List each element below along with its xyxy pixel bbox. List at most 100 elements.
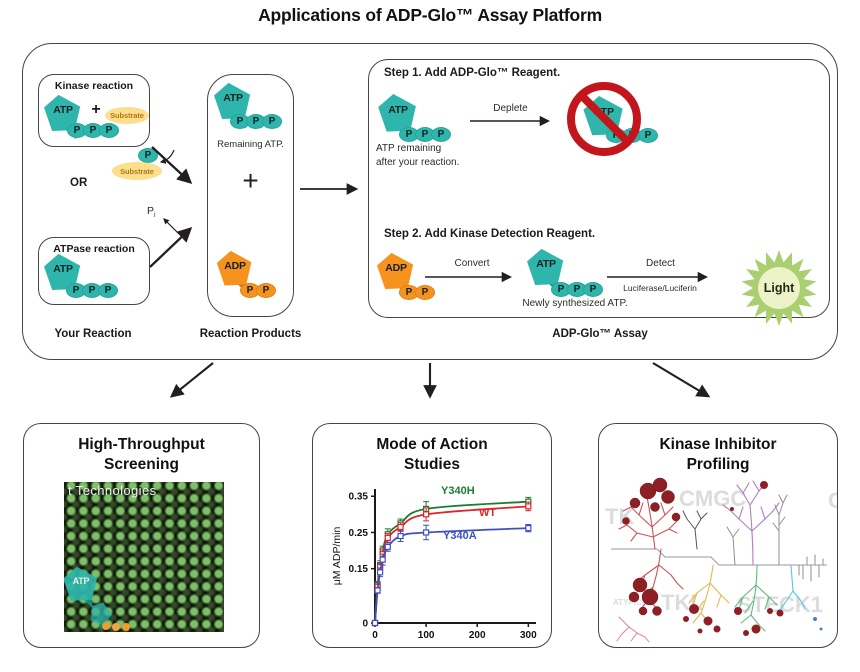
products-adp-molecule: ADP	[216, 250, 254, 295]
atpase-phosphate-chain: P P P	[66, 283, 118, 298]
prohibition-icon	[567, 82, 641, 156]
arrow-to-profiling-panel	[652, 362, 711, 398]
phosphate-icon: P	[399, 127, 419, 142]
convert-label: Convert	[454, 258, 490, 269]
svg-text:300: 300	[520, 630, 537, 641]
kinase-reaction-title: Kinase reaction	[54, 80, 134, 92]
kinome-tree	[611, 477, 827, 643]
hts-watermark: t Technologies	[68, 483, 157, 498]
bg-label-cmgc: CMGC	[679, 486, 747, 511]
step2-title: Step 2. Add Kinase Detection Reagent.	[384, 228, 596, 240]
adp-label: ADP	[385, 262, 407, 275]
step1-caption-line2: after your reaction.	[376, 156, 460, 168]
svg-text:200: 200	[469, 630, 486, 641]
atp-label: ATP	[53, 104, 73, 117]
light-label: Light	[763, 281, 795, 295]
products-atp-phosphate-chain: P P P	[230, 114, 282, 129]
phosphate-icon: P	[82, 283, 102, 298]
profiling-title: Kinase Inhibitor Profiling	[599, 435, 837, 475]
adp-glo-assay-label: ADP-Glo™ Assay	[552, 328, 648, 340]
atpase-atp-molecule: ATP	[43, 253, 83, 300]
phosphate-icon: P	[583, 282, 603, 297]
hts-plate-image: t Technologies ATP	[64, 482, 224, 632]
phosphate-icon: P	[67, 123, 87, 138]
atp-label: ATP	[388, 103, 408, 116]
phosphate-icon: P	[99, 123, 119, 138]
deplete-label: Deplete	[493, 103, 528, 114]
atpase-reaction-title: ATPase reaction	[53, 243, 135, 255]
arrow-to-hts-panel	[169, 362, 214, 398]
page-title: Applications of ADP-Glo™ Assay Platform	[258, 5, 602, 25]
step1-phosphate-chain: P P P	[399, 127, 451, 142]
kinase-phosphate-chain: P P P	[67, 123, 119, 138]
phosphate-icon: P	[246, 114, 266, 129]
atp-label: ATP	[536, 258, 556, 271]
pi-label: Pi	[147, 205, 156, 219]
hts-title: High-Throughput Screening	[24, 435, 259, 475]
phosphate-icon: P	[262, 114, 282, 129]
step1-caption-line1: ATP remaining	[376, 143, 442, 154]
remaining-atp-label: Remaining ATP.	[217, 139, 284, 150]
step2-adp-molecule: ADP	[376, 252, 416, 299]
phosphate-icon: P	[98, 283, 118, 298]
phosphate-icon: P	[256, 283, 276, 298]
phosphate-icon: P	[415, 127, 435, 142]
moa-title-line2: Studies	[404, 455, 460, 473]
profiling-title-line1: Kinase Inhibitor	[659, 436, 777, 453]
pi-subscript: i	[154, 212, 156, 220]
svg-text:μM ADP/min: μM ADP/min	[331, 527, 343, 586]
moa-title-line1: Mode of Action	[376, 436, 488, 453]
svg-text:0: 0	[362, 619, 368, 630]
svg-text:0.25: 0.25	[349, 528, 369, 539]
substrate-badge: Substrate	[105, 107, 149, 124]
phosphate-icon: P	[551, 282, 571, 297]
step1-title: Step 1. Add ADP-Glo™ Reagent.	[384, 67, 561, 79]
products-plus-sign: +	[242, 165, 259, 196]
step2-atp-phosphate-chain: P P P	[551, 282, 603, 297]
newly-synthesized-label: Newly synthesized ATP.	[522, 298, 628, 309]
profiling-panel: Kinase Inhibitor Profiling TK CMGC TKL S…	[598, 423, 838, 648]
prohibition-slash	[579, 93, 629, 143]
kinome-trunk	[611, 548, 827, 566]
phosphate-icon: P	[638, 128, 658, 143]
phosphate-icon: P	[240, 283, 260, 298]
moa-chart: 0 0.15 0.25 0.35 0 100 200 300 μM ADP/min Y340H WT…	[331, 485, 537, 641]
adp-label: ADP	[224, 259, 246, 272]
svg-text:Y340A: Y340A	[443, 530, 477, 542]
bg-label-atypical: ATYPICAL	[613, 598, 653, 607]
atp-label: ATP	[223, 92, 243, 105]
moa-panel: Mode of Action Studies 0 0.15 0.25 0.35 0 100…	[312, 423, 552, 648]
plus-sign: +	[91, 101, 101, 118]
step1-caption: ATP remaining after your reaction.	[376, 142, 459, 169]
phosphate-icon: P	[83, 123, 103, 138]
phosphate-icon: P	[138, 148, 158, 163]
hts-title-line1: High-Throughput	[78, 436, 205, 453]
step1-atp-molecule: ATP	[377, 93, 419, 142]
step2-adp-phosphate-chain: P P	[399, 285, 435, 300]
your-reaction-label: Your Reaction	[54, 328, 132, 340]
hts-title-line2: Screening	[104, 455, 179, 473]
bg-label-camk-partial: C	[828, 490, 837, 512]
svg-text:0: 0	[372, 630, 378, 641]
phosphate-icon: P	[567, 282, 587, 297]
products-atp-molecule: ATP	[213, 82, 253, 129]
phosphate-icon: P	[415, 285, 435, 300]
moa-title: Mode of Action Studies	[313, 435, 551, 475]
detect-label: Detect	[646, 258, 675, 269]
svg-text:100: 100	[418, 630, 435, 641]
svg-text:WT: WT	[479, 507, 496, 519]
svg-text:Y340H: Y340H	[441, 485, 475, 497]
atp-label: ATP	[72, 575, 90, 586]
svg-text:0.15: 0.15	[349, 564, 369, 575]
profiling-title-line2: Profiling	[686, 455, 750, 473]
or-label: OR	[70, 177, 88, 189]
pi-base: P	[147, 205, 155, 217]
phosphate-icon: P	[431, 127, 451, 142]
step2-atp-molecule: ATP	[526, 248, 566, 295]
atp-label: ATP	[53, 263, 73, 276]
bg-label-ck1: CK1	[779, 592, 824, 617]
phosphorylated-substrate: Substrate	[112, 162, 162, 180]
phosphate-icon: P	[66, 283, 86, 298]
hts-decor-dots	[102, 622, 130, 631]
